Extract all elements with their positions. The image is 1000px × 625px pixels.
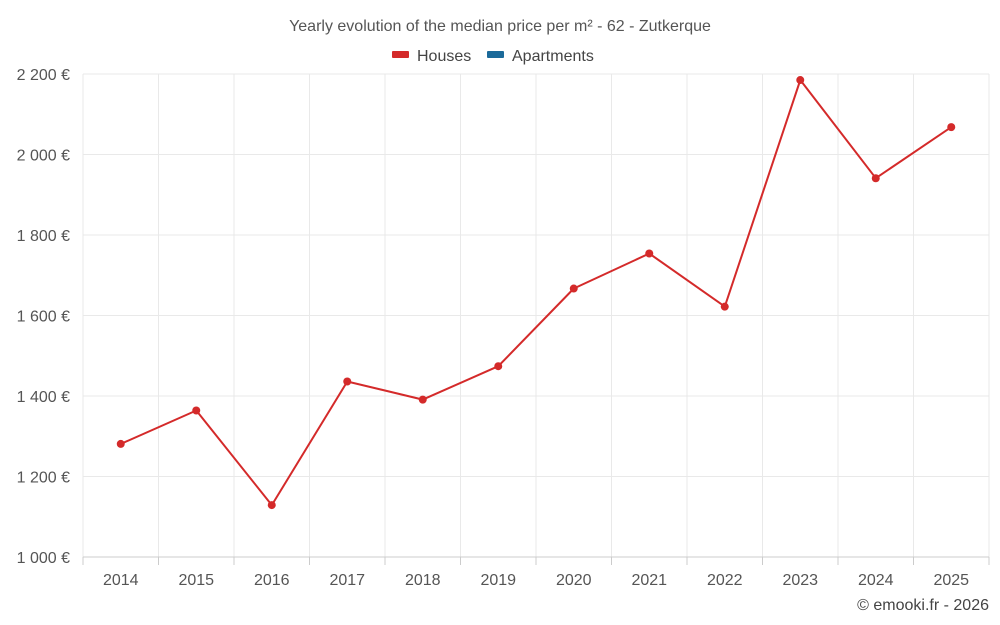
data-point-houses[interactable] [947,123,956,132]
data-point-houses[interactable] [796,76,805,85]
x-tick-label: 2018 [405,572,441,589]
legend-item-houses[interactable]: Houses [392,48,471,65]
legend-label-apartments: Apartments [512,48,594,65]
series-line-houses [120,79,952,507]
legend-swatch-apartments [487,51,504,58]
y-tick-label: 1 200 € [17,470,70,487]
x-tick-label: 2024 [858,572,894,589]
x-tick-label: 2015 [178,572,214,589]
data-point-houses[interactable] [569,284,578,293]
legend: Houses Apartments [392,48,594,65]
legend-swatch-houses [392,51,409,58]
y-tick-label: 1 000 € [17,550,70,567]
x-tick-label: 2025 [933,572,969,589]
y-tick-label: 1 600 € [17,309,70,326]
data-point-houses[interactable] [494,362,503,371]
data-point-houses[interactable] [720,302,729,311]
axes: 1 000 € 1 200 € 1 400 € 1 600 € 1 800 € 2 000… [17,67,990,589]
chart-title: Yearly evolution of the median price per… [289,18,711,35]
data-point-houses[interactable] [343,377,352,386]
grid [82,73,990,557]
data-point-houses[interactable] [192,406,201,415]
plot-area [116,76,956,510]
x-tick-label: 2017 [329,572,365,589]
legend-item-apartments[interactable]: Apartments [487,48,594,65]
x-tick-label: 2023 [782,572,818,589]
data-point-houses[interactable] [267,501,276,510]
x-tick-label: 2014 [103,572,139,589]
x-tick-label: 2020 [556,572,592,589]
x-tick-label: 2021 [631,572,667,589]
data-point-houses[interactable] [645,249,654,258]
legend-label-houses: Houses [417,48,471,65]
x-tick-label: 2022 [707,572,743,589]
y-tick-label: 2 200 € [17,67,70,84]
credit-text: © emooki.fr - 2026 [857,597,989,614]
x-tick-label: 2016 [254,572,290,589]
data-point-houses[interactable] [871,174,880,183]
data-point-houses[interactable] [418,395,427,404]
x-tick-label: 2019 [480,572,516,589]
data-point-houses[interactable] [116,439,125,448]
y-tick-label: 2 000 € [17,148,70,165]
y-tick-label: 1 800 € [17,228,70,245]
y-tick-label: 1 400 € [17,389,70,406]
